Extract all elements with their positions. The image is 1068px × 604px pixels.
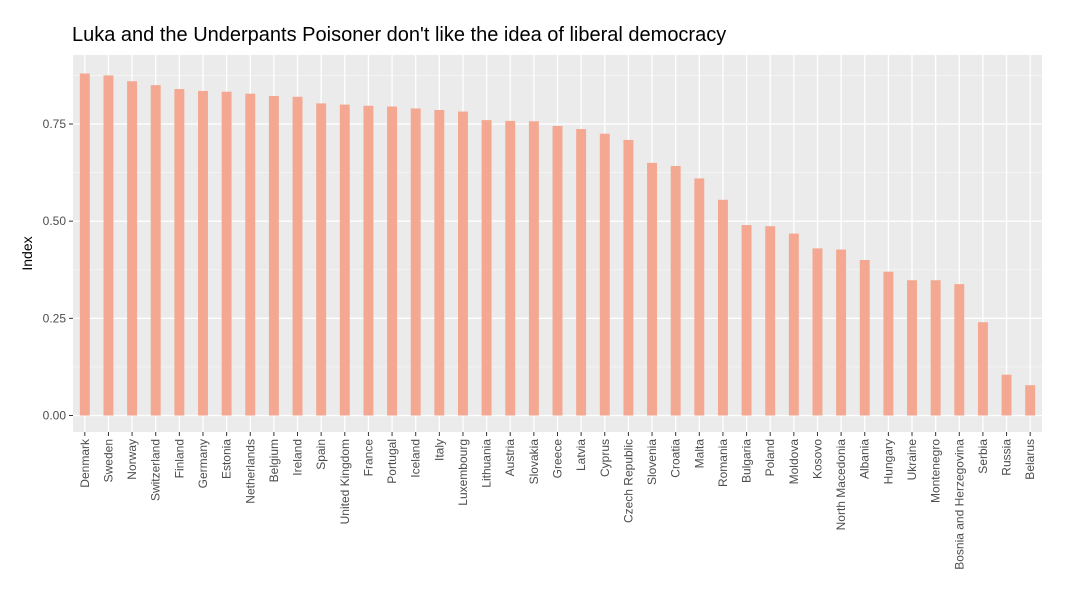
x-tick-label: Germany: [196, 439, 210, 488]
x-tick-label: Croatia: [669, 439, 683, 478]
x-tick-label: United Kingdom: [338, 439, 352, 524]
bar-cyprus: [599, 133, 610, 416]
x-tick-label: Sweden: [101, 439, 115, 482]
x-tick-label: Estonia: [220, 439, 234, 479]
bar-poland: [765, 226, 776, 416]
x-tick-label: Belgium: [267, 439, 281, 482]
bar-slovenia: [647, 162, 657, 416]
x-tick-label: Bosnia and Herzegovina: [952, 439, 966, 570]
bar-luxembourg: [458, 111, 468, 416]
bar-portugal: [387, 106, 398, 416]
bar-bulgaria: [741, 225, 752, 416]
x-tick-label: Ukraine: [905, 439, 919, 481]
bar-romania: [717, 199, 728, 416]
bar-austria: [505, 120, 516, 416]
x-tick-label: Bulgaria: [740, 439, 754, 483]
bar-kosovo: [812, 248, 823, 416]
bar-spain: [316, 103, 327, 416]
bar-ukraine: [907, 280, 917, 416]
chart-title: Luka and the Underpants Poisoner don't l…: [72, 24, 727, 46]
bar-france: [363, 105, 374, 416]
bar-united-kingdom: [339, 104, 350, 416]
x-tick-label: Greece: [551, 439, 565, 479]
bar-norway: [127, 81, 138, 416]
bar-serbia: [977, 322, 988, 416]
x-tick-label: Hungary: [881, 439, 895, 484]
x-tick-label: Slovakia: [527, 439, 541, 485]
x-tick-label: Malta: [692, 439, 706, 469]
x-tick-label: Belarus: [1023, 439, 1037, 480]
bar-moldova: [788, 233, 799, 416]
bar-iceland: [410, 108, 421, 416]
x-tick-label: France: [361, 439, 375, 477]
bar-belgium: [268, 96, 279, 416]
x-tick-label: Serbia: [976, 439, 990, 474]
x-tick-label: Ireland: [291, 439, 305, 476]
x-tick-label: Montenegro: [929, 439, 943, 503]
x-tick-label: Albania: [858, 439, 872, 479]
x-axis: Denmark Sweden Norway Switzerland Finland Ger…: [78, 432, 1037, 570]
bar-ireland: [292, 96, 303, 416]
x-tick-label: Czech Republic: [621, 439, 635, 523]
x-tick-label: Luxembourg: [456, 439, 470, 506]
x-tick-label: Netherlands: [243, 439, 257, 504]
bar-latvia: [576, 129, 587, 416]
x-tick-label: Romania: [716, 439, 730, 487]
x-tick-label: Latvia: [574, 439, 588, 471]
bar-italy: [434, 110, 445, 416]
bar-montenegro: [930, 280, 941, 416]
bar-albania: [859, 260, 870, 416]
bar-greece: [552, 125, 563, 416]
x-tick-label: Kosovo: [810, 439, 824, 479]
x-tick-label: Denmark: [78, 438, 92, 488]
x-tick-label: North Macedonia: [834, 439, 848, 531]
x-tick-label: Moldova: [787, 439, 801, 485]
bar-malta: [694, 178, 705, 416]
x-tick-label: Switzerland: [149, 439, 163, 501]
x-tick-label: Lithuania: [480, 439, 494, 488]
y-axis-title: Index: [19, 236, 35, 270]
bar-north-macedonia: [836, 249, 847, 416]
y-tick-label: 0.25: [43, 311, 67, 325]
bar-finland: [174, 89, 185, 416]
x-tick-label: Slovenia: [645, 439, 659, 485]
bar-germany: [198, 90, 208, 416]
y-axis: 0.00 0.25 0.50 0.75: [43, 117, 73, 423]
y-tick-label: 0.00: [43, 409, 67, 423]
x-tick-label: Iceland: [409, 439, 423, 478]
x-tick-label: Spain: [314, 439, 328, 470]
bar-switzerland: [150, 85, 161, 416]
x-tick-label: Italy: [432, 439, 446, 461]
x-tick-label: Finland: [172, 439, 186, 478]
bar-russia: [1001, 374, 1012, 416]
bar-lithuania: [481, 120, 492, 416]
bar-slovakia: [528, 121, 539, 416]
bar-hungary: [883, 271, 894, 416]
bar-belarus: [1025, 385, 1036, 416]
x-tick-label: Portugal: [385, 439, 399, 484]
x-tick-label: Austria: [503, 439, 517, 477]
bar-croatia: [670, 165, 681, 416]
bar-denmark: [79, 73, 90, 416]
bars: [79, 73, 1036, 416]
bar-czech-republic: [623, 139, 634, 416]
x-tick-label: Norway: [125, 439, 139, 480]
x-tick-label: Russia: [1000, 439, 1014, 476]
y-tick-label: 0.50: [43, 214, 67, 228]
x-tick-label: Poland: [763, 439, 777, 476]
bar-netherlands: [245, 93, 256, 416]
y-tick-label: 0.75: [43, 117, 67, 131]
bar-sweden: [103, 75, 114, 416]
bar-estonia: [221, 91, 232, 416]
bar-bosnia-and-herzegovina: [954, 284, 965, 416]
x-tick-label: Cyprus: [598, 439, 612, 477]
